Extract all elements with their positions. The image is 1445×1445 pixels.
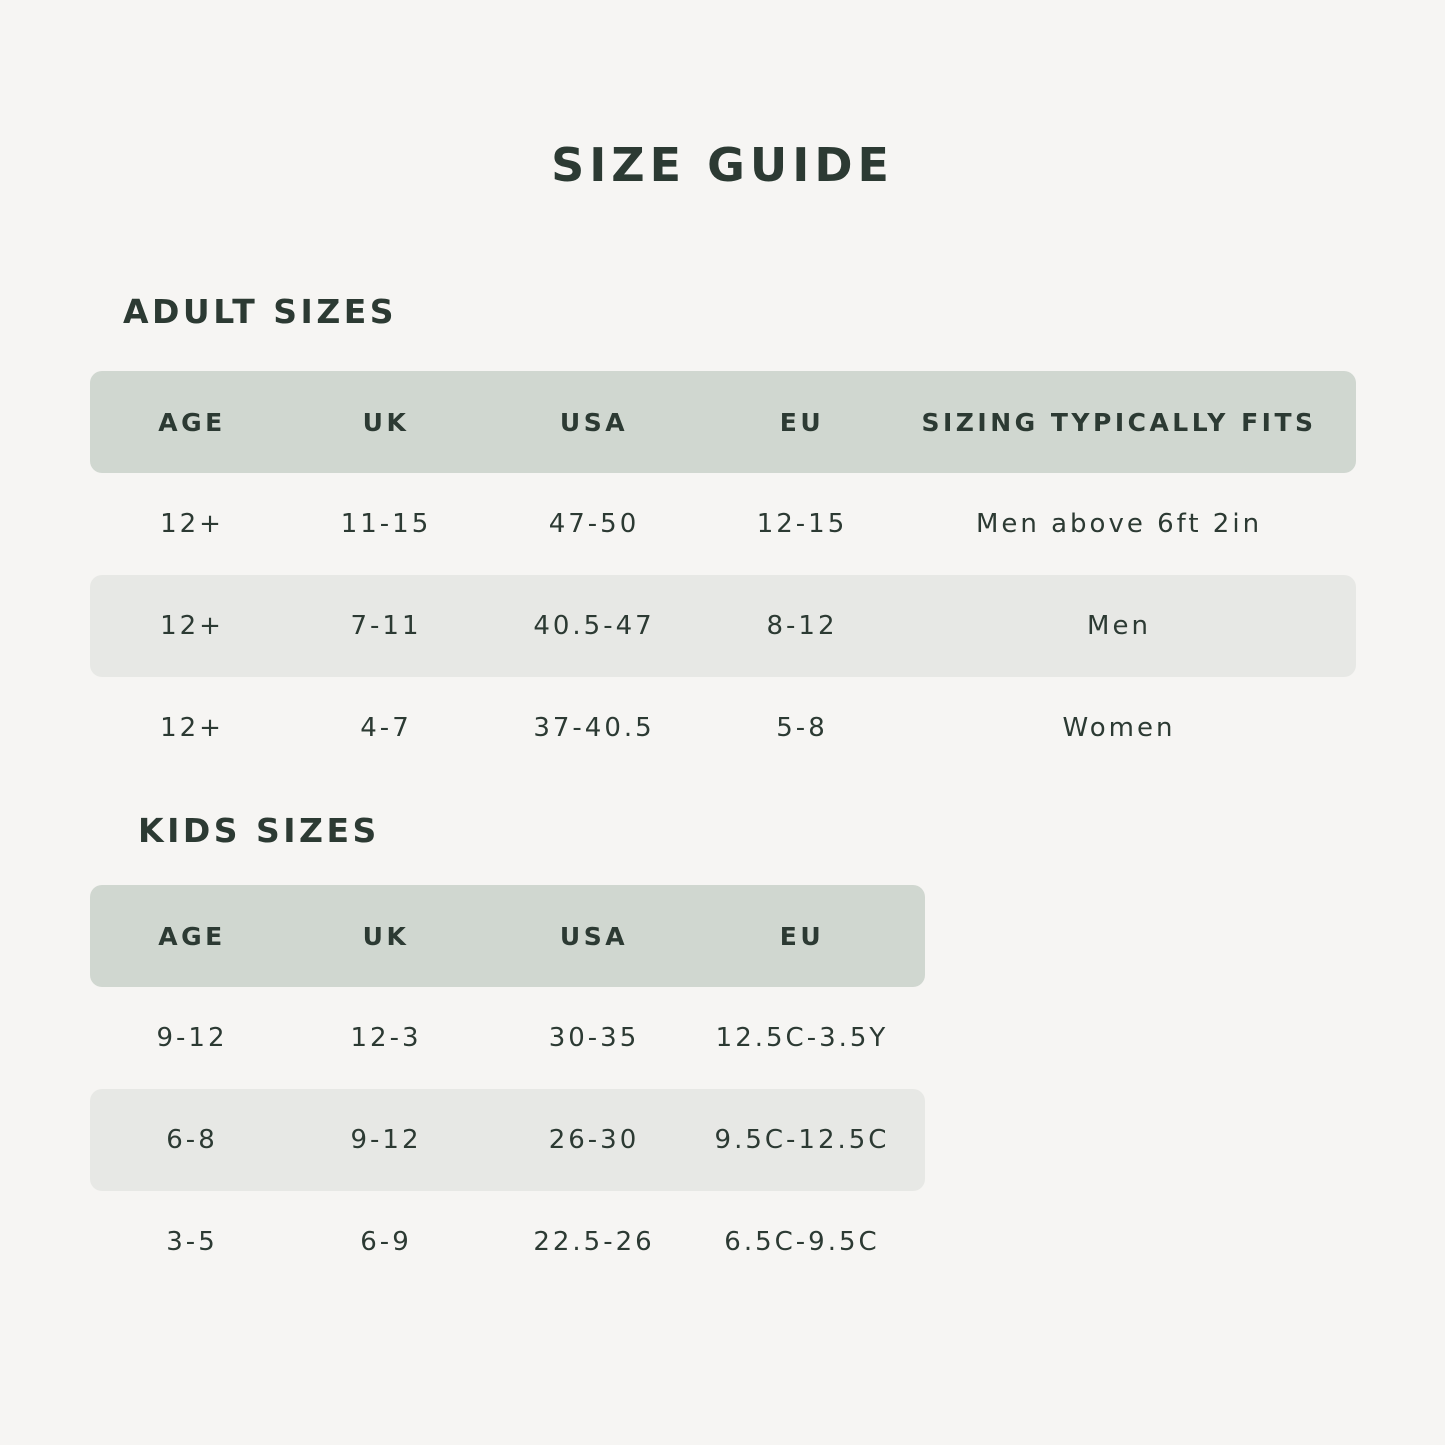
table-cell-uk: 12-3 bbox=[350, 1023, 422, 1053]
table-cell-eu: 12-15 bbox=[756, 509, 848, 539]
table-cell-usa: 22.5-26 bbox=[533, 1227, 655, 1257]
page-title: SIZE GUIDE bbox=[551, 138, 894, 192]
table-cell-age: 9-12 bbox=[156, 1023, 228, 1053]
table-cell-usa: 26-30 bbox=[548, 1125, 640, 1155]
table-cell-sizing-typically-fits: Men above 6ft 2in bbox=[975, 509, 1263, 539]
table-cell-eu: 9.5C-12.5C bbox=[714, 1125, 890, 1155]
kids-size-table: AGE UK USA EU 9-12 12-3 30-35 12.5C-3.5Y 6-8 9-12… bbox=[90, 885, 925, 1293]
table-cell-uk: 4-7 bbox=[360, 713, 412, 743]
table-header-row: AGE UK USA EU bbox=[90, 885, 925, 987]
table-cell-age: 12+ bbox=[160, 509, 224, 539]
table-row: 12+ 7-11 40.5-47 8-12 Men bbox=[90, 575, 1356, 677]
table-cell-uk: 11-15 bbox=[340, 509, 432, 539]
table-cell-uk: 6-9 bbox=[360, 1227, 412, 1257]
table-cell-eu: 12.5C-3.5Y bbox=[715, 1023, 889, 1053]
table-cell-age: 12+ bbox=[160, 713, 224, 743]
table-cell-eu: 6.5C-9.5C bbox=[724, 1227, 880, 1257]
table-cell-sizing-typically-fits: Men bbox=[1087, 611, 1151, 641]
table-cell-sizing-typically-fits: Women bbox=[1062, 713, 1176, 743]
table-cell-usa: 40.5-47 bbox=[533, 611, 655, 641]
table-row: 6-8 9-12 26-30 9.5C-12.5C bbox=[90, 1089, 925, 1191]
adult-sizes-heading: ADULT SIZES bbox=[123, 292, 398, 331]
column-header-eu: EU bbox=[779, 921, 825, 951]
kids-sizes-heading: KIDS SIZES bbox=[138, 811, 380, 850]
table-cell-usa: 30-35 bbox=[548, 1023, 640, 1053]
column-header-eu: EU bbox=[779, 407, 825, 437]
column-header-uk: UK bbox=[362, 921, 410, 951]
table-cell-uk: 9-12 bbox=[350, 1125, 422, 1155]
table-cell-usa: 37-40.5 bbox=[533, 713, 655, 743]
table-row: 12+ 4-7 37-40.5 5-8 Women bbox=[90, 677, 1356, 779]
table-cell-age: 3-5 bbox=[166, 1227, 218, 1257]
table-cell-usa: 47-50 bbox=[548, 509, 640, 539]
adult-size-table: AGE UK USA EU SIZING TYPICALLY FITS 12+ 11-15 4… bbox=[90, 371, 1356, 779]
column-header-age: AGE bbox=[158, 407, 226, 437]
table-cell-eu: 5-8 bbox=[776, 713, 828, 743]
column-header-age: AGE bbox=[158, 921, 226, 951]
table-cell-uk: 7-11 bbox=[350, 611, 422, 641]
table-row: 3-5 6-9 22.5-26 6.5C-9.5C bbox=[90, 1191, 925, 1293]
column-header-sizing-typically-fits: SIZING TYPICALLY FITS bbox=[921, 407, 1317, 437]
table-row: 12+ 11-15 47-50 12-15 Men above 6ft 2in bbox=[90, 473, 1356, 575]
table-row: 9-12 12-3 30-35 12.5C-3.5Y bbox=[90, 987, 925, 1089]
table-header-row: AGE UK USA EU SIZING TYPICALLY FITS bbox=[90, 371, 1356, 473]
table-cell-age: 12+ bbox=[160, 611, 224, 641]
column-header-usa: USA bbox=[559, 921, 629, 951]
column-header-usa: USA bbox=[559, 407, 629, 437]
table-cell-age: 6-8 bbox=[166, 1125, 218, 1155]
table-cell-eu: 8-12 bbox=[766, 611, 838, 641]
column-header-uk: UK bbox=[362, 407, 410, 437]
